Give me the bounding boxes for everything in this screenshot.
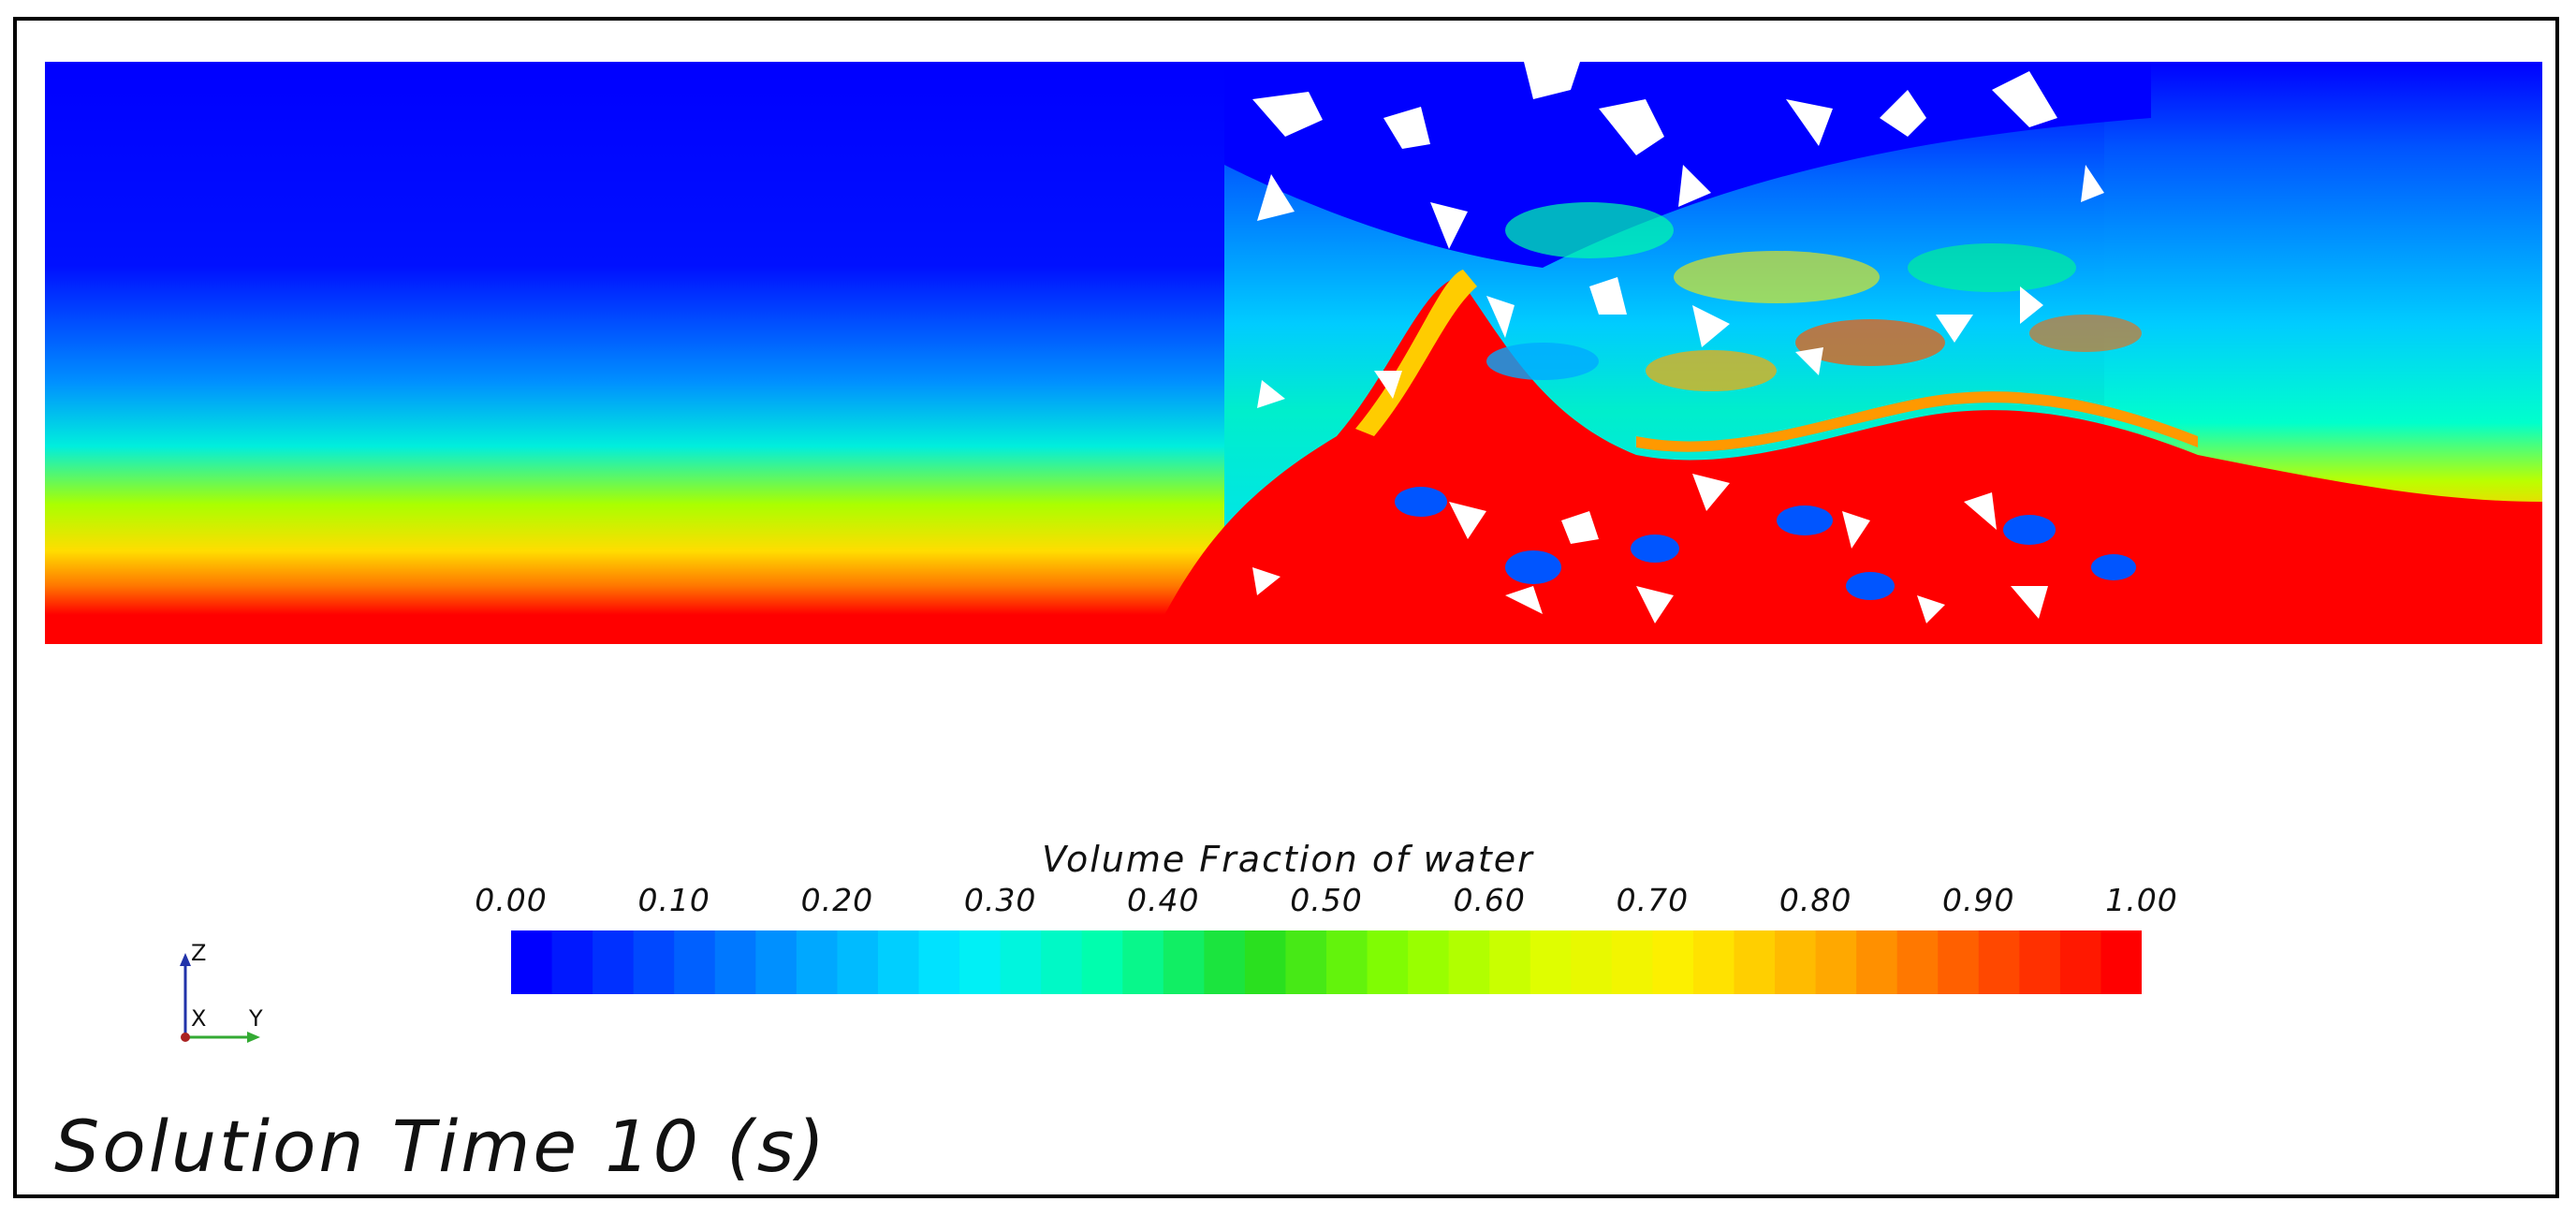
colorbar-segment	[1896, 930, 1939, 994]
legend-tick-label: 0.10	[637, 882, 710, 918]
legend-tick-label: 0.50	[1290, 882, 1363, 918]
colorbar-segment	[714, 930, 756, 994]
colorbar-segment	[1163, 930, 1205, 994]
colorbar-segment	[1530, 930, 1572, 994]
axis-y-label: Y	[248, 1005, 263, 1032]
colorbar-segment	[1285, 930, 1327, 994]
colorbar-segment	[1204, 930, 1246, 994]
colorbar-segment	[1122, 930, 1164, 994]
volume-fraction-field	[45, 62, 2542, 644]
colorbar-segment	[1571, 930, 1613, 994]
colorbar-segment	[959, 930, 1002, 994]
colorbar-segment	[2019, 930, 2061, 994]
axis-z-label: Z	[191, 940, 206, 966]
colorbar-segment	[1408, 930, 1450, 994]
colorbar-segment	[1041, 930, 1083, 994]
colorbar-segment	[551, 930, 593, 994]
colorbar-segment	[1326, 930, 1368, 994]
colorbar-segment	[918, 930, 960, 994]
colorbar-segment	[1611, 930, 1653, 994]
legend-tick-label: 1.00	[2105, 882, 2178, 918]
colorbar-segment	[1244, 930, 1287, 994]
colorbar-segment	[1856, 930, 1898, 994]
colorbar-segment	[837, 930, 879, 994]
colorbar-segment	[1448, 930, 1490, 994]
colorbar-segment	[1652, 930, 1694, 994]
colorbar	[511, 930, 2142, 994]
colorbar-segment	[1815, 930, 1857, 994]
colorbar-segment	[755, 930, 798, 994]
colorbar-segment	[1000, 930, 1042, 994]
axis-triad: Z X Y	[180, 940, 263, 1043]
colorbar-segment	[2100, 930, 2142, 994]
legend-tick-label: 0.60	[1453, 882, 1526, 918]
colorbar-segment	[877, 930, 920, 994]
colorbar-segment	[1692, 930, 1735, 994]
colorbar-segment	[796, 930, 838, 994]
legend-tick-label: 0.20	[800, 882, 874, 918]
legend-tick-label: 0.30	[963, 882, 1037, 918]
colorbar-segment	[1978, 930, 2020, 994]
solution-time: Solution Time 10 (s)	[54, 1105, 828, 1188]
colorbar-segment	[1775, 930, 1817, 994]
axis-x-label: X	[191, 1005, 206, 1032]
colorbar-segment	[511, 930, 553, 994]
colorbar-segment	[1938, 930, 1980, 994]
colorbar-segment	[2059, 930, 2102, 994]
legend-title: Volume Fraction of water	[1042, 839, 1534, 880]
colorbar-segment	[674, 930, 716, 994]
legend-tick-label: 0.80	[1778, 882, 1852, 918]
legend-tick-label: 0.70	[1616, 882, 1690, 918]
colorbar-segment	[1734, 930, 1776, 994]
colorbar-segment	[1489, 930, 1531, 994]
colorbar-segment	[633, 930, 675, 994]
legend-tick-label: 0.90	[1942, 882, 2015, 918]
colorbar-segment	[593, 930, 635, 994]
legend-tick-label: 0.00	[475, 882, 548, 918]
colorbar-segment	[1367, 930, 1409, 994]
legend-tick-label: 0.40	[1127, 882, 1200, 918]
colorbar-segment	[1081, 930, 1123, 994]
